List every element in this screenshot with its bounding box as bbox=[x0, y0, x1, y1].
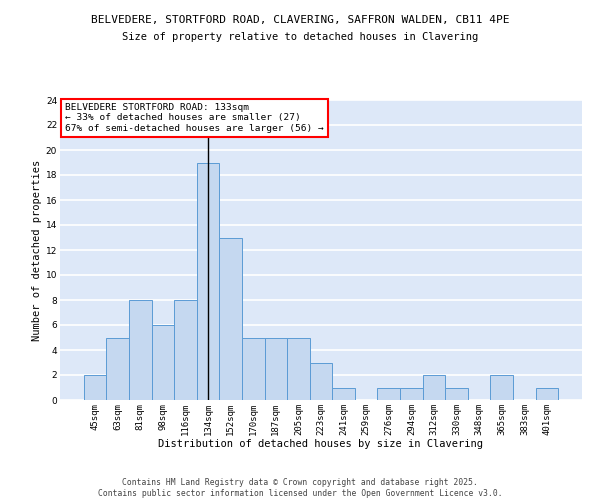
Bar bbox=[287, 338, 310, 400]
Bar bbox=[445, 388, 468, 400]
Text: Contains HM Land Registry data © Crown copyright and database right 2025.
Contai: Contains HM Land Registry data © Crown c… bbox=[98, 478, 502, 498]
Bar bbox=[242, 338, 265, 400]
Bar bbox=[129, 300, 152, 400]
Bar bbox=[152, 325, 174, 400]
Bar bbox=[106, 338, 129, 400]
Text: BELVEDERE, STORTFORD ROAD, CLAVERING, SAFFRON WALDEN, CB11 4PE: BELVEDERE, STORTFORD ROAD, CLAVERING, SA… bbox=[91, 15, 509, 25]
Bar bbox=[84, 375, 106, 400]
X-axis label: Distribution of detached houses by size in Clavering: Distribution of detached houses by size … bbox=[158, 439, 484, 449]
Bar bbox=[265, 338, 287, 400]
Bar bbox=[377, 388, 400, 400]
Bar bbox=[197, 162, 220, 400]
Bar bbox=[400, 388, 422, 400]
Bar bbox=[422, 375, 445, 400]
Bar bbox=[332, 388, 355, 400]
Bar bbox=[310, 362, 332, 400]
Text: Size of property relative to detached houses in Clavering: Size of property relative to detached ho… bbox=[122, 32, 478, 42]
Y-axis label: Number of detached properties: Number of detached properties bbox=[32, 160, 41, 340]
Bar bbox=[490, 375, 513, 400]
Bar bbox=[536, 388, 558, 400]
Text: BELVEDERE STORTFORD ROAD: 133sqm
← 33% of detached houses are smaller (27)
67% o: BELVEDERE STORTFORD ROAD: 133sqm ← 33% o… bbox=[65, 103, 324, 133]
Bar bbox=[220, 238, 242, 400]
Bar bbox=[174, 300, 197, 400]
